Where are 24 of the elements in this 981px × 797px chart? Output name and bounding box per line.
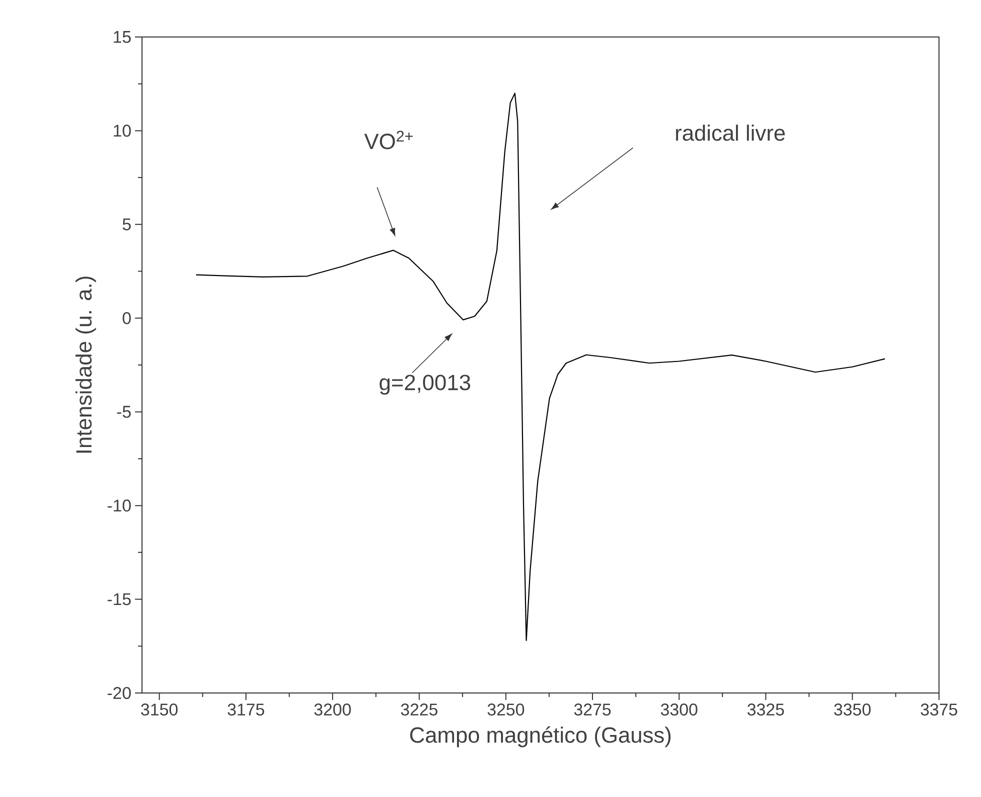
annotation: g=2,0013 xyxy=(380,374,470,395)
y-tick-label: 15 xyxy=(114,31,131,43)
y-tick-label: -20 xyxy=(108,686,131,700)
x-tick-label: 3375 xyxy=(920,704,958,716)
y-tick-label: -10 xyxy=(108,500,131,512)
x-tick-label: 3225 xyxy=(400,704,438,716)
x-tick-label: 3175 xyxy=(228,704,264,716)
x-tick-label: 3275 xyxy=(574,704,611,716)
y-tick-label: -15 xyxy=(108,593,131,606)
annotation: VO$^{2+}$ xyxy=(364,130,413,150)
x-axis-title: Campo magnético (Gauss) xyxy=(410,726,671,748)
x-tick-label: 3350 xyxy=(834,704,871,716)
y-axis-title: Intensidade (u. a.) xyxy=(76,276,96,453)
x-tick-label: 3200 xyxy=(314,704,351,716)
y-tick-label: 0 xyxy=(122,312,131,324)
line-series xyxy=(196,92,886,642)
y-tick-label: 10 xyxy=(114,124,131,137)
y-tick-label: 5 xyxy=(122,218,131,230)
x-tick-label: 3250 xyxy=(488,704,524,716)
x-tick-label: 3300 xyxy=(660,704,698,716)
y-tick-label: -5 xyxy=(117,406,131,418)
x-tick-label: 3150 xyxy=(141,704,178,716)
annotation: radical livre xyxy=(676,124,785,141)
x-tick-label: 3325 xyxy=(747,704,784,716)
